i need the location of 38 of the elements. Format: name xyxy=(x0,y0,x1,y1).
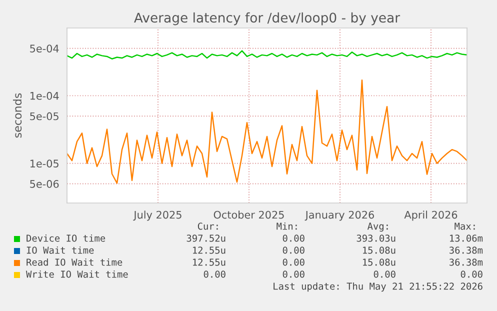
text: Last update: Thu May 21 21:55:22 2026 xyxy=(274,282,482,292)
text: 36.38m xyxy=(450,246,483,254)
text: 397.52u xyxy=(186,234,226,242)
x-tick-label: April 2026 xyxy=(404,210,458,221)
chart-title: Average latency for /dev/loop0 - by year xyxy=(134,12,400,26)
text: Cur: xyxy=(198,222,218,230)
text: 0.00 xyxy=(460,270,482,278)
legend-label: Write IO Wait time xyxy=(26,270,128,278)
y-tick-label: 1e-04 xyxy=(30,92,59,100)
text: Avg: xyxy=(367,222,388,232)
x-tick-label: July 2025 xyxy=(133,210,182,221)
text: 0.00 xyxy=(282,258,304,266)
text: 12.55u xyxy=(193,246,226,254)
text: 12.55u xyxy=(193,258,226,266)
y-tick-label: 5e-06 xyxy=(30,180,59,188)
legend-label: Device IO time xyxy=(26,234,106,242)
legend-label: IO Wait time xyxy=(26,246,94,254)
text: 0.00 xyxy=(282,234,304,242)
text: 15.08u xyxy=(363,246,396,254)
text: 0.00 xyxy=(204,270,226,278)
line-series xyxy=(67,50,467,60)
x-tick-label: October 2025 xyxy=(214,210,284,219)
y-tick-label: 5e-04 xyxy=(30,44,59,52)
line-series xyxy=(67,79,467,184)
text: 36.38m xyxy=(450,258,483,266)
text: Max: xyxy=(454,222,475,230)
y-tick-label: 5e-05 xyxy=(30,112,58,120)
text: 15.08u xyxy=(363,258,396,266)
text: 0.00 xyxy=(282,246,304,254)
y-axis-title: seconds xyxy=(13,93,22,138)
x-tick-label: January 2026 xyxy=(304,210,374,221)
text: Min: xyxy=(276,222,297,230)
y-tick-label: 1e-05 xyxy=(30,160,58,168)
text: 393.03u xyxy=(356,234,396,242)
text: 0.00 xyxy=(282,270,304,278)
text: 13.06m xyxy=(450,234,483,242)
legend-label: Read IO Wait time xyxy=(26,258,122,266)
text: 0.00 xyxy=(374,270,396,278)
